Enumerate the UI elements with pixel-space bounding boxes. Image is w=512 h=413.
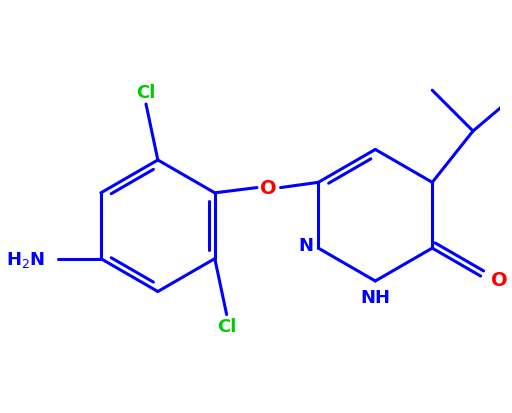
- Text: Cl: Cl: [136, 84, 156, 102]
- Text: NH: NH: [360, 288, 390, 306]
- Text: Cl: Cl: [217, 317, 237, 335]
- Text: N: N: [298, 237, 313, 255]
- Text: O: O: [491, 270, 508, 289]
- Text: H$_2$N: H$_2$N: [6, 249, 45, 269]
- Text: O: O: [261, 179, 277, 197]
